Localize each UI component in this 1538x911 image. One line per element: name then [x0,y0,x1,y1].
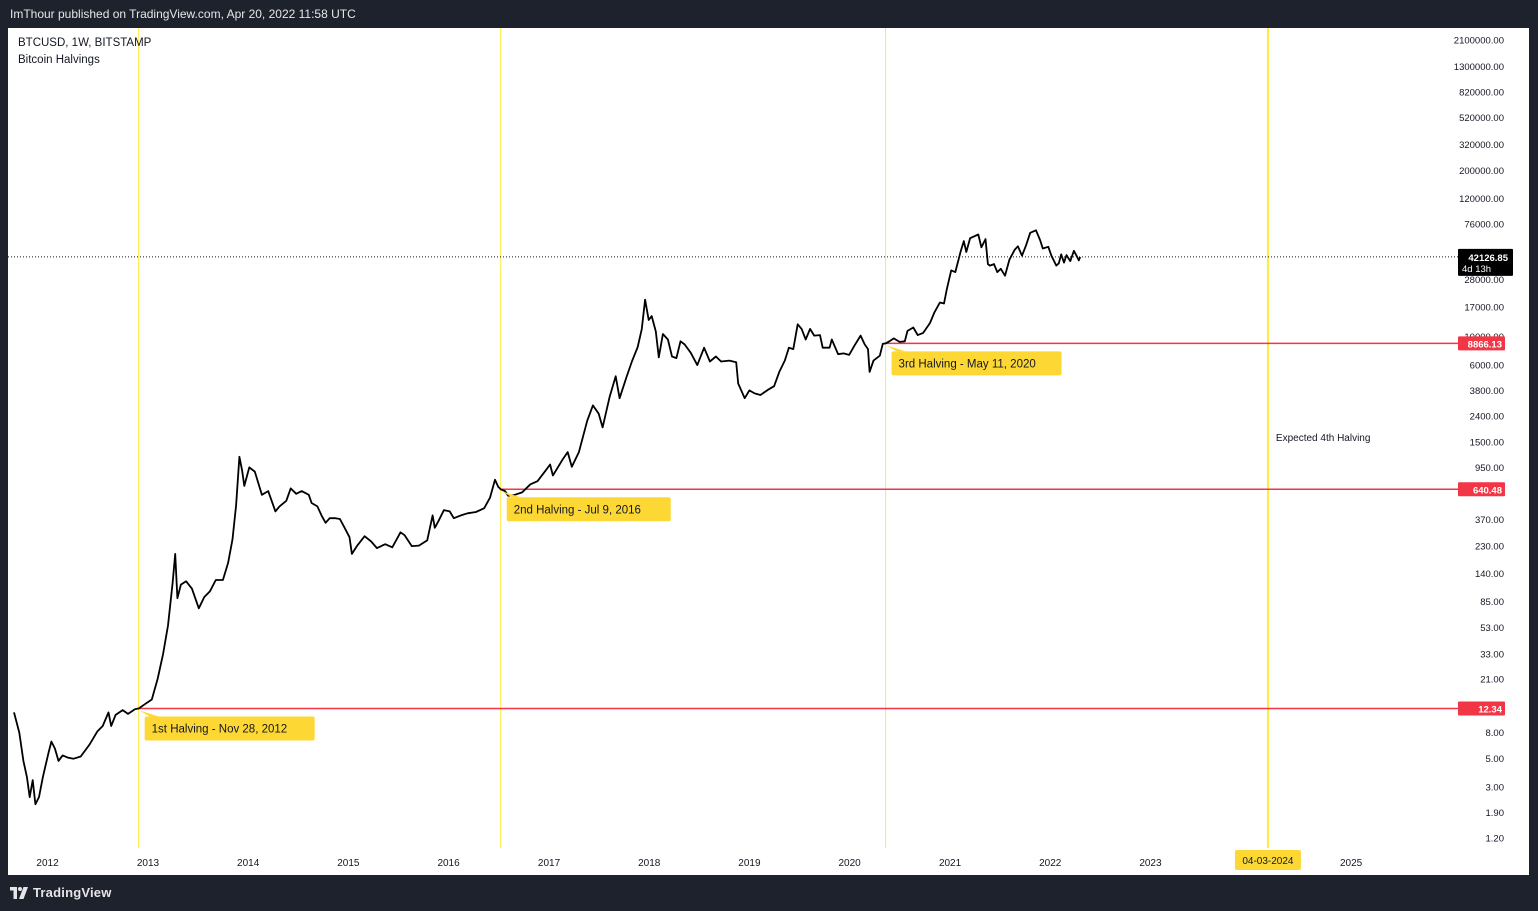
y-tick-label: 6000.00 [1470,361,1504,372]
expected-halving-text: Expected 4th Halving [1276,433,1371,444]
y-tick-label: 85.00 [1480,597,1504,608]
x-tick-label: 2014 [237,858,260,869]
y-tick-label: 2400.00 [1470,411,1504,422]
x-tick-label: 2015 [337,858,360,869]
y-tick-label: 1300000.00 [1454,62,1504,73]
y-tick-label: 53.00 [1480,623,1504,634]
y-tick-label: 120000.00 [1459,194,1504,205]
price-level-label: 640.48 [1473,485,1502,496]
callout-pointer [886,345,906,352]
price-level-label-bg [1458,336,1505,351]
y-tick-label: 140.00 [1475,569,1504,580]
y-tick-label: 370.00 [1475,515,1504,526]
y-tick-label: 3.00 [1486,783,1505,794]
price-level-label-bg [1458,701,1505,716]
current-price-label: 42126.85 [1468,253,1508,264]
x-tick-label: 2021 [939,858,962,869]
x-tick-label: 2016 [437,858,460,869]
y-tick-label: 230.00 [1475,542,1504,553]
y-tick-label: 76000.00 [1464,220,1504,231]
x-tick-label: 2018 [638,858,661,869]
x-tick-label: 2023 [1139,858,1162,869]
expected-halving-date-bg [1234,850,1301,870]
price-level-label: 8866.13 [1468,339,1502,350]
x-tick-label: 2022 [1039,858,1062,869]
y-tick-label: 1.20 [1486,833,1505,844]
y-tick-label: 3800.00 [1470,386,1504,397]
y-tick-label: 33.00 [1480,649,1504,660]
tradingview-logo-text: TradingView [33,885,112,900]
legend-symbol: BTCUSD, 1W, BITSTAMP [18,37,152,49]
chart-panel[interactable]: 1st Halving - Nov 28, 2012 2nd Halving - … [8,28,1529,875]
halving-callout-box [144,716,315,741]
halving-callout-box [506,497,671,522]
halving-callout-box [891,351,1062,376]
tradingview-logo[interactable]: TradingView [10,885,112,900]
y-tick-label: 28000.00 [1464,275,1504,286]
x-tick-label: 2020 [838,858,861,869]
y-tick-label: 520000.00 [1459,113,1504,124]
y-tick-label: 950.00 [1475,463,1504,474]
y-tick-label: 2100000.00 [1454,35,1504,46]
y-tick-label: 320000.00 [1459,140,1504,151]
price-level-label: 12.34 [1478,705,1502,716]
halving-callout-text: 3rd Halving - May 11, 2020 [899,358,1036,370]
x-tick-label: 2013 [137,858,160,869]
y-tick-label: 21.00 [1480,674,1504,685]
y-tick-label: 820000.00 [1459,88,1504,99]
halving-callout-text: 2nd Halving - Jul 9, 2016 [514,504,641,516]
y-tick-label: 1.90 [1486,808,1505,819]
y-tick-label: 17000.00 [1464,303,1504,314]
price-level-label-bg [1458,482,1505,497]
current-price-label-bg [1458,248,1513,276]
y-tick-label: 200000.00 [1459,166,1504,177]
y-tick-label: 8.00 [1486,728,1505,739]
publish-info: ImThour published on TradingView.com, Ap… [10,7,356,21]
price-chart[interactable]: 1st Halving - Nov 28, 2012 2nd Halving - … [8,28,1529,875]
callout-pointer [139,710,159,717]
current-price-countdown: 4d 13h [1462,264,1491,275]
callout-pointer [501,491,521,498]
halving-callout-text: 1st Halving - Nov 28, 2012 [152,724,288,736]
x-tick-label: 2017 [538,858,561,869]
y-tick-label: 1500.00 [1470,438,1504,449]
y-tick-label: 5.00 [1486,754,1505,765]
footer-bar: TradingView [0,876,1538,911]
x-tick-label: 2012 [36,858,59,869]
btc-price-line [13,229,1082,806]
x-tick-label: 2019 [738,858,761,869]
legend-indicator: Bitcoin Halvings [18,54,100,66]
tradingview-logo-icon [10,886,28,899]
x-tick-label: 2025 [1340,858,1363,869]
expected-halving-date-label: 04-03-2024 [1242,856,1294,867]
